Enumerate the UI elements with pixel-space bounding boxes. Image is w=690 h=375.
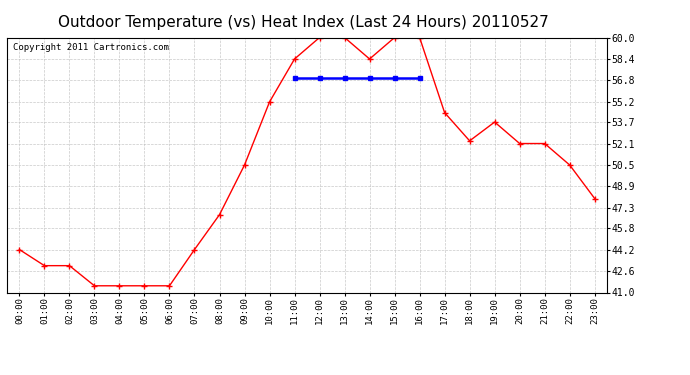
Text: Outdoor Temperature (vs) Heat Index (Last 24 Hours) 20110527: Outdoor Temperature (vs) Heat Index (Las… [58,15,549,30]
Text: Copyright 2011 Cartronics.com: Copyright 2011 Cartronics.com [13,43,169,52]
